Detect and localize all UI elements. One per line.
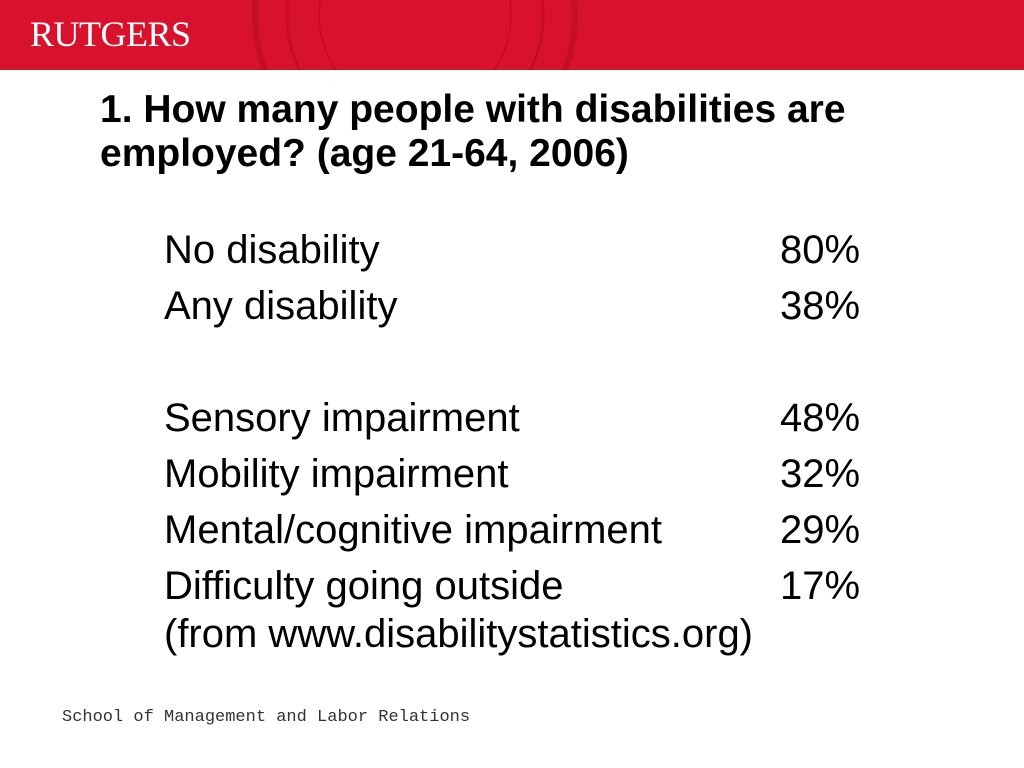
stat-row-mental-cognitive: Mental/cognitive impairment 29%	[164, 502, 924, 558]
stat-label: No disability	[164, 228, 380, 272]
stat-row-no-disability: No disability 80%	[164, 222, 924, 278]
stat-value: 29%	[780, 508, 861, 552]
stat-row-sensory: Sensory impairment 48%	[164, 390, 924, 446]
stat-label: Mobility impairment	[164, 452, 509, 496]
seal-watermark-icon	[252, 0, 578, 70]
stats-list: No disability 80% Any disability 38% Sen…	[164, 222, 924, 614]
stat-value: 17%	[780, 564, 861, 608]
stat-value: 38%	[780, 284, 861, 328]
slide-title: 1. How many people with disabilities are…	[100, 88, 846, 175]
stat-label: Any disability	[164, 284, 398, 328]
header-band: RUTGERS	[0, 0, 1024, 70]
rutgers-logo: RUTGERS	[30, 14, 191, 54]
source-note: (from www.disabilitystatistics.org)	[164, 612, 754, 656]
footer-text: School of Management and Labor Relations	[62, 708, 471, 727]
stat-label: Sensory impairment	[164, 396, 520, 440]
stat-row-any-disability: Any disability 38%	[164, 278, 924, 334]
stat-value: 32%	[780, 452, 861, 496]
stat-row-mobility: Mobility impairment 32%	[164, 446, 924, 502]
spacer	[164, 334, 924, 390]
stat-label: Mental/cognitive impairment	[164, 508, 662, 552]
stat-row-going-outside: Difficulty going outside 17%	[164, 558, 924, 614]
stat-label: Difficulty going outside	[164, 564, 564, 608]
stat-value: 48%	[780, 396, 861, 440]
stat-value: 80%	[780, 228, 861, 272]
